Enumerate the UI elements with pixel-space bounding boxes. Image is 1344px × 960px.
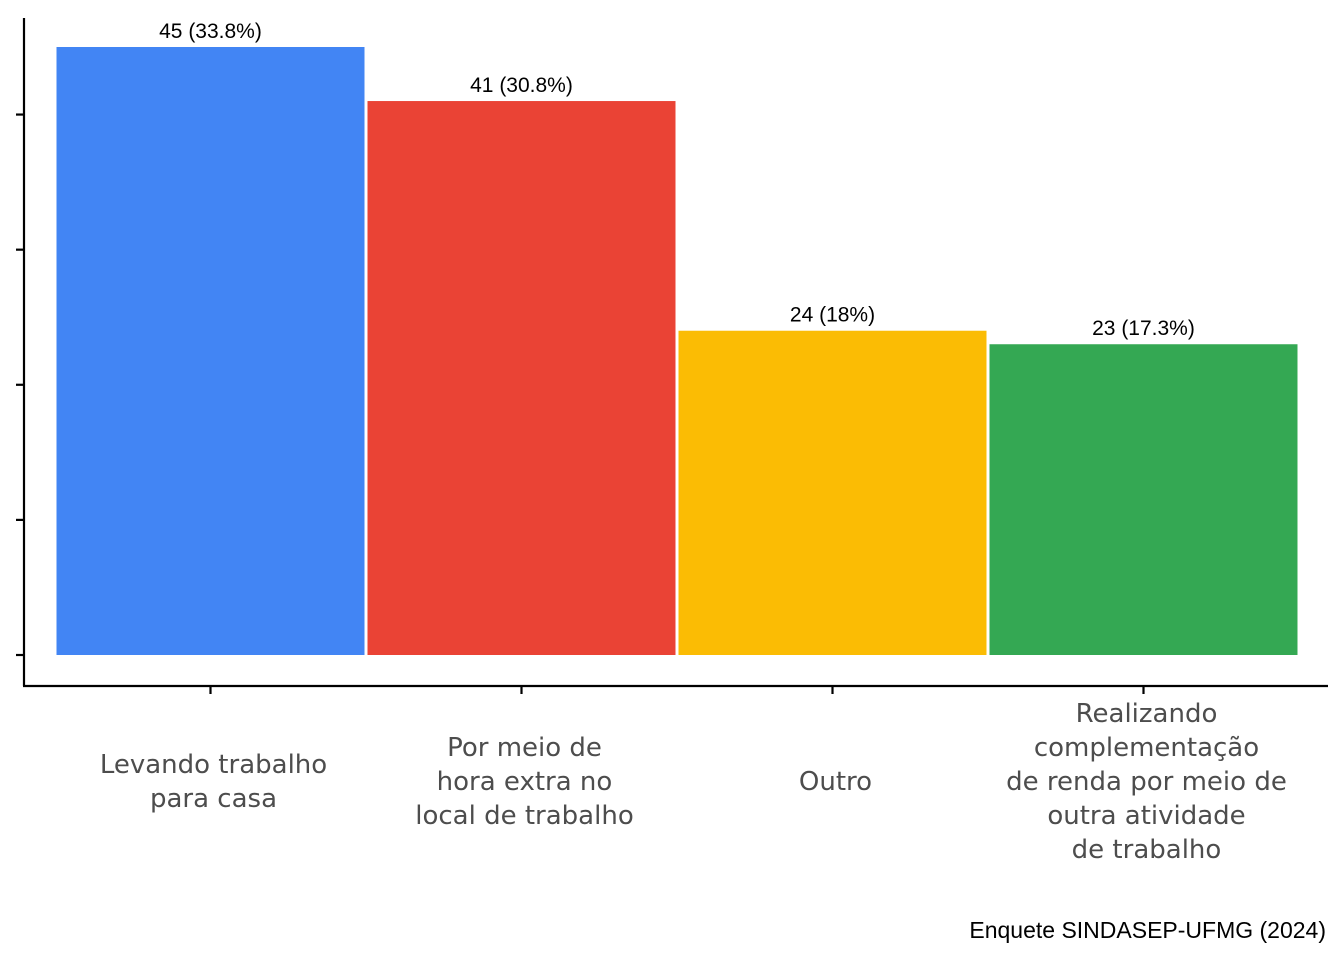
category-label-line: Levando trabalho	[100, 750, 327, 780]
category-label-line: complementação	[1034, 733, 1259, 763]
category-label-line: Outro	[799, 767, 872, 797]
category-label-line: Por meio de	[447, 733, 602, 763]
bar-labels-group: 45 (33.8%) 41 (30.8%) 24 (18%) 23 (17.3%)	[159, 20, 1195, 340]
category-label-line: de trabalho	[1072, 835, 1222, 865]
category-label-line: local de trabalho	[415, 801, 633, 831]
bar-2	[678, 330, 987, 655]
category-label-line: Realizando	[1076, 699, 1218, 729]
bar-1	[367, 101, 676, 656]
y-ticks-group	[16, 113, 24, 657]
chart-caption: Enquete SINDASEP-UFMG (2024)	[969, 917, 1326, 943]
category-labels-group: Levando trabalho para casa Por meio de hora…	[100, 699, 1287, 865]
category-label-2: Outro	[799, 767, 872, 797]
bar-value-label-0: 45 (33.8%)	[159, 20, 262, 43]
bar-3	[989, 344, 1298, 655]
bar-value-label-3: 23 (17.3%)	[1092, 317, 1195, 340]
category-label-line: de renda por meio de	[1006, 767, 1287, 797]
category-label-line: hora extra no	[437, 767, 613, 797]
category-label-1: Por meio de hora extra no local de trabalh…	[415, 733, 633, 831]
category-label-3: Realizando complementação de renda por mei…	[1006, 699, 1287, 865]
category-label-line: outra atividade	[1047, 801, 1245, 831]
bars-group	[56, 47, 1298, 656]
category-label-0: Levando trabalho para casa	[100, 750, 327, 814]
category-label-line: para casa	[150, 784, 277, 814]
bar-0	[56, 47, 365, 655]
x-ticks-group	[209, 686, 1145, 694]
bar-value-label-2: 24 (18%)	[790, 304, 875, 327]
bar-value-label-1: 41 (30.8%)	[470, 74, 573, 97]
